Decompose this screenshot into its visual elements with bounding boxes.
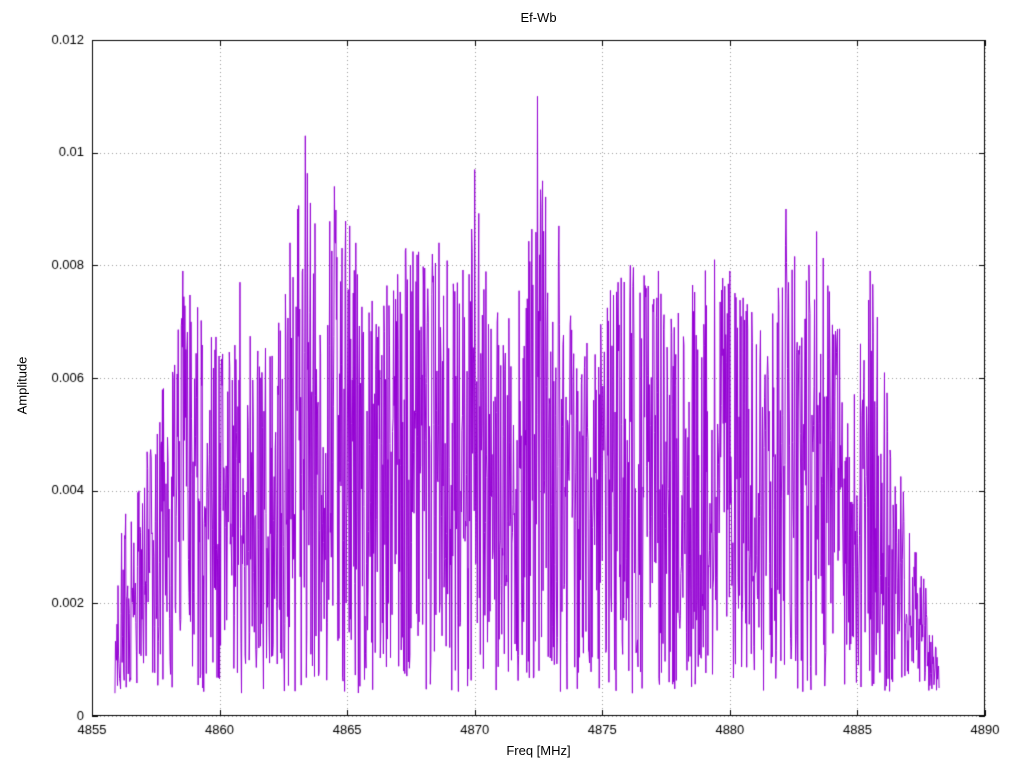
x-axis-label: Freq [MHz] xyxy=(506,743,571,758)
chart-title: Ef-Wb xyxy=(520,10,557,25)
y-axis-label: Amplitude xyxy=(14,356,30,415)
